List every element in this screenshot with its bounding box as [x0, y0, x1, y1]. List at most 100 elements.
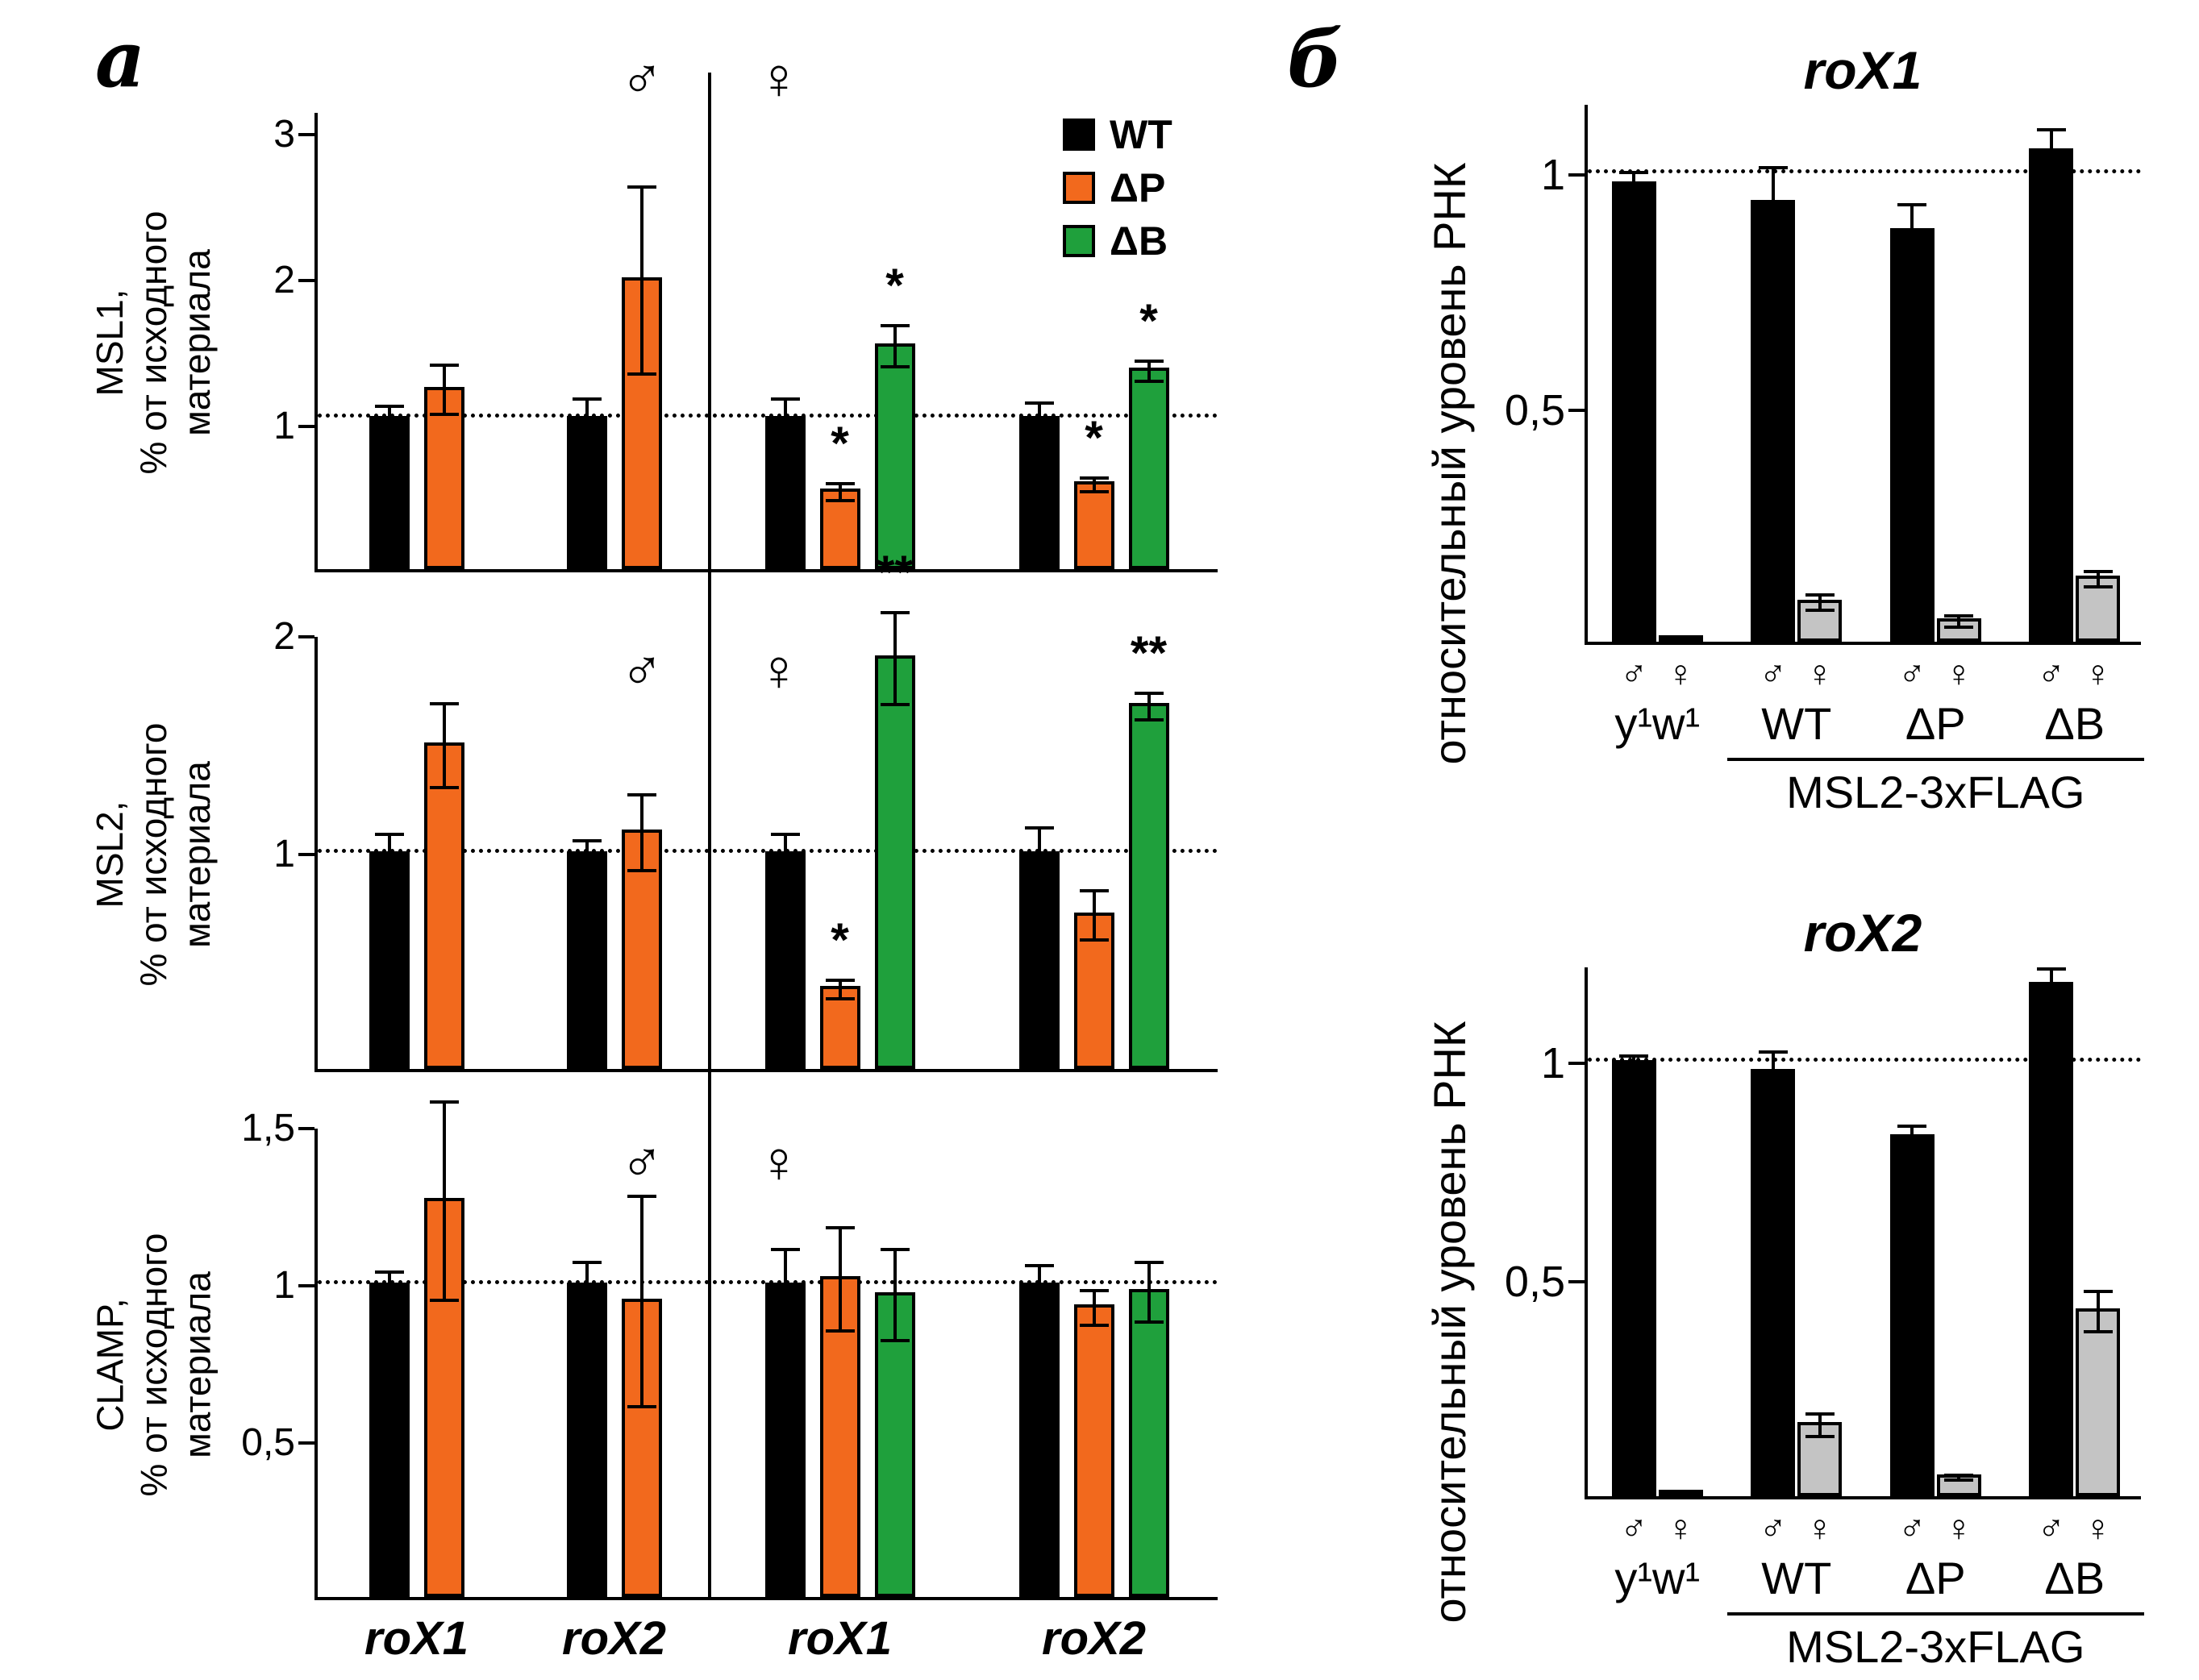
error-bar-stem — [387, 407, 391, 431]
female-symbol: ♀ — [1805, 652, 1835, 694]
group-label: ΔB — [2044, 1553, 2105, 1603]
bar-female — [1658, 1490, 1703, 1496]
chart-title: roX1 — [1803, 40, 1922, 100]
bar-male — [1751, 200, 1796, 642]
error-bar — [1805, 1412, 1835, 1439]
error-bar-stem — [1910, 1127, 1914, 1148]
error-bar-stem — [838, 981, 842, 997]
error-bar-stem — [2096, 572, 2100, 586]
plot-area: ♂ ♀ roX1 roX2 roX1 roX2 — [314, 1100, 1218, 1665]
y-axis-label: CLAMP,% от исходного материала — [89, 1232, 218, 1497]
error-bar-stem — [783, 1251, 787, 1320]
male-symbol: ♂ — [1898, 652, 1926, 694]
plot-area: ♂ ♀ * * * * — [314, 50, 1218, 572]
error-bar-stem — [1092, 1291, 1096, 1324]
male-female-divider-line — [708, 73, 711, 1600]
tick-label: 1 — [1540, 151, 1565, 200]
bar-male — [1889, 1133, 1935, 1496]
tick-mark — [1568, 408, 1585, 412]
male-symbol: ♂ — [1759, 1507, 1788, 1549]
significance-marker: * — [831, 913, 849, 967]
male-symbol: ♂ — [1620, 652, 1648, 694]
error-bar — [429, 702, 459, 789]
bar-dB — [1128, 703, 1169, 1069]
tick-label: 0,5 — [1504, 1257, 1565, 1306]
error-bar-stem — [1092, 892, 1096, 938]
tick-label: 1 — [273, 1264, 295, 1307]
error-bar — [572, 1260, 602, 1312]
legend-item-WT: WT — [1063, 114, 1172, 155]
female-symbol: ♀ — [757, 47, 801, 111]
error-bar — [627, 1194, 656, 1409]
plot-area: ♂ ♀ * ** ** — [314, 549, 1218, 1072]
error-bar — [1944, 614, 1974, 629]
error-bar-stem — [1957, 1476, 1961, 1479]
male-symbol: ♂ — [620, 1130, 664, 1195]
chart-msl1: ♂ ♀ * * * * MSL1,% от исходного материала 1 2 3 — [81, 50, 1218, 572]
y-axis-label: MSL1,% от исходного материала — [89, 210, 218, 475]
error-bar — [1619, 1054, 1649, 1072]
error-bar — [880, 1248, 910, 1343]
error-bar — [880, 610, 910, 707]
tick-mark — [298, 635, 314, 638]
group-label: ΔP — [1905, 1553, 1966, 1603]
error-bar-stem — [893, 327, 897, 365]
x-group-label: roX1 — [788, 1612, 892, 1665]
error-bar-stem — [1818, 1415, 1822, 1436]
error-bar — [825, 978, 855, 1000]
error-bar — [627, 185, 656, 376]
error-bar — [2083, 1290, 2113, 1334]
error-bar-stem — [1910, 206, 1914, 257]
y-axis-label: MSL2,% от исходного материала — [89, 722, 218, 987]
error-bar — [1897, 1124, 1927, 1151]
significance-marker: * — [1139, 294, 1158, 347]
tick-mark — [1568, 1279, 1585, 1283]
error-bar-stem — [1632, 1058, 1636, 1069]
error-bar-stem — [838, 484, 842, 500]
tick-label: 1 — [273, 405, 295, 448]
female-symbol: ♀ — [2084, 652, 2113, 694]
female-symbol: ♀ — [1945, 1507, 1973, 1549]
error-bar-stem — [1147, 1263, 1151, 1320]
chart-clamp: ♂ ♀ roX1 roX2 roX1 roX2 CLAMP,% от исходного ма… — [81, 1100, 1218, 1665]
error-bar — [1758, 1050, 1788, 1094]
reference-line — [1588, 1058, 2141, 1062]
error-bar-stem — [1771, 1053, 1775, 1091]
error-bar-stem — [783, 400, 787, 439]
error-bar-stem — [1147, 362, 1151, 380]
tick-mark — [298, 853, 314, 856]
chart-msl2: ♂ ♀ * ** ** MSL2,% от исходного материала 1 2 — [81, 549, 1218, 1072]
bar-dB — [874, 655, 915, 1069]
female-symbol: ♀ — [1667, 1507, 1695, 1549]
error-bar — [374, 833, 404, 876]
error-bar-stem — [838, 1229, 842, 1330]
bar-male — [2029, 981, 2074, 1496]
male-symbol: ♂ — [1898, 1507, 1926, 1549]
error-bar — [1758, 165, 1788, 241]
error-bar-stem — [585, 400, 589, 439]
reference-line — [1588, 169, 2141, 174]
tick-mark — [298, 133, 314, 137]
bar-WT — [1018, 1283, 1060, 1597]
error-bar — [1134, 691, 1164, 722]
error-bar-stem — [442, 367, 446, 414]
male-symbol: ♂ — [620, 47, 664, 111]
panel-b-label: б — [1287, 14, 1343, 105]
group-label: ΔP — [1905, 698, 1966, 749]
bar-male — [1611, 181, 1656, 642]
plot-area: ♂ ♀ y¹w¹ ♂ ♀ WT ♂ ♀ ΔP ♂ ♀ ΔB MSL2-3xFLAG — [1585, 105, 2144, 817]
error-bar-stem — [639, 1197, 643, 1406]
error-bar-stem — [2096, 1293, 2100, 1331]
legend-item-dB: ΔB — [1063, 221, 1172, 261]
error-bar — [825, 481, 855, 503]
error-bar-stem — [1771, 168, 1775, 238]
tick-label: 0,5 — [241, 1421, 295, 1464]
error-bar — [880, 324, 910, 368]
bar-female — [2076, 1308, 2121, 1496]
bar-WT — [1018, 416, 1060, 569]
error-bar — [1134, 359, 1164, 383]
reference-line — [318, 1280, 1218, 1284]
error-bar-stem — [585, 1263, 589, 1308]
bar-WT — [764, 1283, 806, 1597]
error-bar-stem — [1632, 173, 1636, 196]
